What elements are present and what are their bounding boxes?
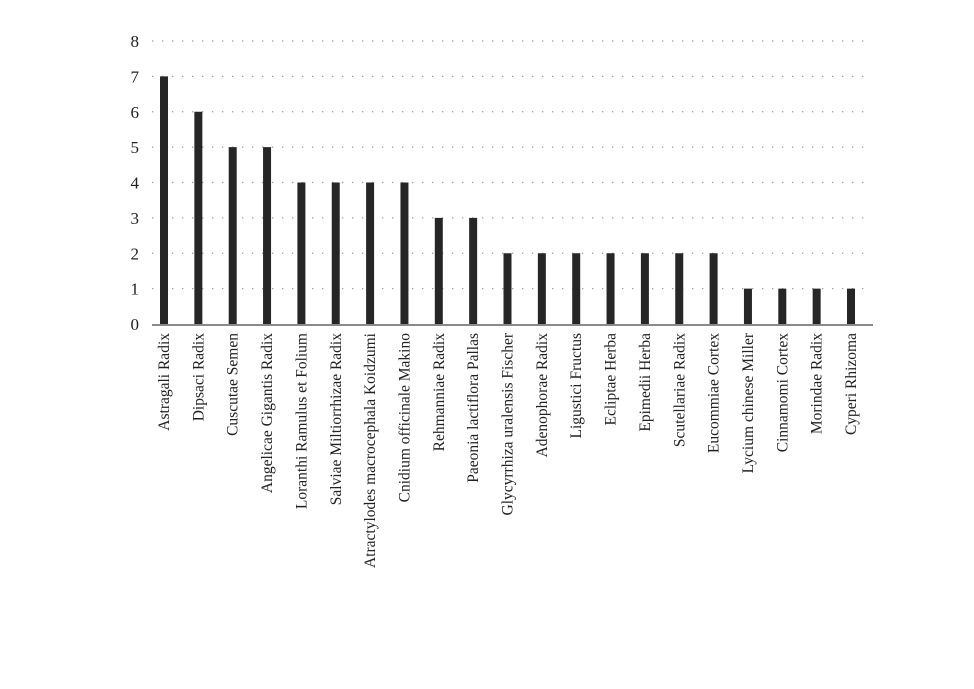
bar [743, 288, 752, 324]
x-category-label: Eucommiae Cortex [706, 333, 723, 453]
bar [606, 253, 615, 324]
x-category-label: Dipsaci Radix [190, 333, 207, 421]
bar [847, 288, 855, 324]
y-axis-tick-labels: 0 1 2 3 4 5 6 7 8 [131, 32, 140, 334]
x-category-label: Loranthi Ramulus et Folium [293, 333, 310, 509]
bar [537, 253, 546, 324]
bar [366, 182, 375, 324]
x-category-label: Cinnamomi Cortex [774, 333, 791, 453]
bar [228, 147, 237, 324]
y-tick-label: 5 [131, 138, 140, 157]
x-category-label: Ligustici Fructus [568, 333, 585, 438]
bar [160, 76, 168, 324]
bar [434, 217, 443, 324]
x-category-label: Scutellariae Radix [671, 333, 688, 447]
x-category-label: Astragali Radix [156, 333, 173, 431]
y-tick-label: 3 [131, 209, 140, 228]
y-tick-label: 2 [131, 244, 140, 263]
x-category-label: Atractylodes macrocephala Koidzumi [362, 332, 379, 568]
x-axis-category-labels: Astragali Radix Dipsaci Radix Cuscutae Sem… [156, 332, 860, 568]
x-category-label: Adenophorae Radix [534, 333, 551, 458]
y-tick-label: 6 [131, 103, 140, 122]
x-category-label: Glycyrrhiza uralensis Fischer [500, 332, 517, 515]
x-category-label: Epimedii Herba [637, 333, 654, 432]
bar [503, 253, 512, 324]
x-category-label: Cuscutae Semen [225, 333, 242, 436]
bar [778, 288, 787, 324]
bar [812, 288, 821, 324]
x-category-label: Paeonia lactiflora Pallas [465, 333, 482, 483]
x-category-label: Cnidium officinale Makino [396, 333, 413, 503]
bar [263, 147, 272, 324]
x-category-label: Angelicae Gigantis Radix [259, 333, 276, 493]
bar [572, 253, 581, 324]
y-tick-label: 8 [131, 32, 140, 51]
bar [675, 253, 684, 324]
bar [331, 182, 340, 324]
x-category-label: Morindae Radix [809, 333, 826, 434]
y-tick-label: 4 [131, 174, 140, 193]
bar [709, 253, 718, 324]
x-category-label: Lycium chinese Miller [740, 332, 757, 473]
x-category-label: Salviae Miltiorrhizae Radix [328, 333, 345, 505]
x-category-label: Cyperi Rhizoma [843, 333, 860, 435]
bars [160, 76, 855, 324]
gridlines [152, 40, 866, 290]
bar [400, 182, 409, 324]
bar [469, 217, 478, 324]
y-tick-label: 0 [131, 315, 140, 334]
bar [640, 253, 649, 324]
bar [194, 111, 203, 324]
y-tick-label: 7 [131, 67, 140, 86]
x-category-label: Ecliptae Herba [603, 333, 620, 426]
bar [297, 182, 306, 324]
x-category-label: Rehmanniae Radix [431, 333, 448, 452]
y-tick-label: 1 [131, 280, 140, 299]
